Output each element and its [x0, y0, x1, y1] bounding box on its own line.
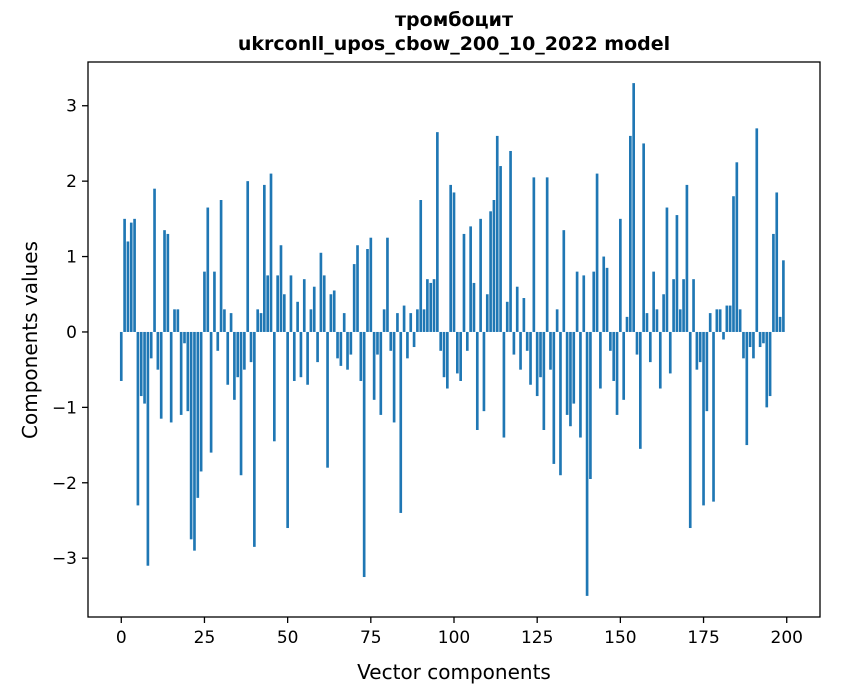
- svg-text:200: 200: [771, 628, 803, 648]
- svg-text:3: 3: [66, 97, 77, 117]
- svg-text:150: 150: [604, 628, 636, 648]
- x-axis-label: Vector components: [357, 660, 551, 684]
- svg-text:125: 125: [521, 628, 553, 648]
- chart-subtitle: ukrconll_upos_cbow_200_10_2022 model: [237, 33, 671, 55]
- svg-text:175: 175: [687, 628, 719, 648]
- svg-text:50: 50: [277, 628, 299, 648]
- svg-text:75: 75: [360, 628, 382, 648]
- chart-title-block: тромбоцит ukrconll_upos_cbow_200_10_2022…: [88, 8, 820, 56]
- svg-text:25: 25: [194, 628, 216, 648]
- svg-text:100: 100: [438, 628, 470, 648]
- svg-text:−3: −3: [52, 549, 77, 569]
- y-axis-label: Components values: [18, 241, 42, 439]
- svg-text:2: 2: [66, 172, 77, 192]
- svg-text:−1: −1: [52, 398, 77, 418]
- chart-title: тромбоцит: [395, 9, 513, 31]
- svg-text:1: 1: [66, 248, 77, 268]
- svg-text:0: 0: [116, 628, 127, 648]
- svg-text:−2: −2: [52, 474, 77, 494]
- svg-text:0: 0: [66, 323, 77, 343]
